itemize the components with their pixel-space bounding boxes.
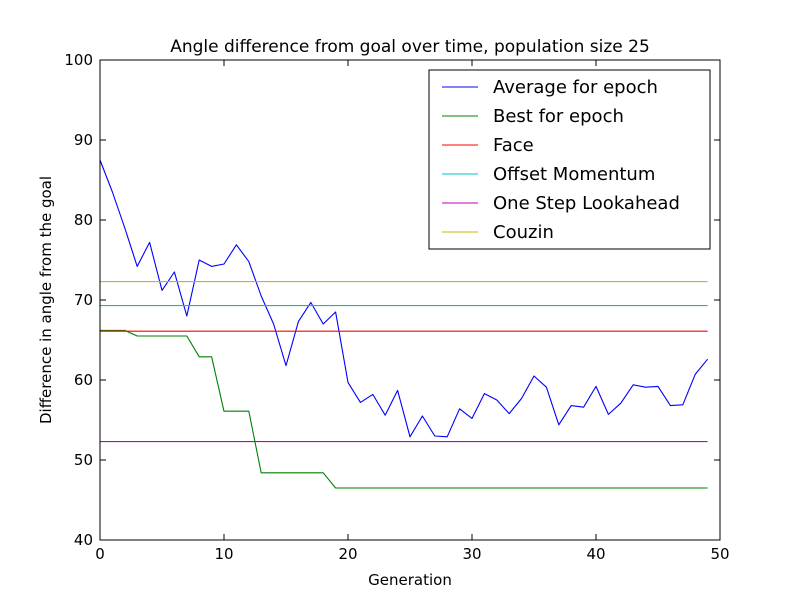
y-tick-label: 90 [74, 131, 93, 149]
x-tick-label: 10 [214, 545, 233, 563]
ticks-layer: 0 10 20 30 40 50 40 50 60 70 80 90 100 [64, 51, 729, 563]
series-layer [99, 159, 709, 489]
y-tick-label: 100 [64, 51, 93, 69]
x-tick-label: 30 [462, 545, 481, 563]
legend-items: Average for epoch Best for epoch Face Offse… [442, 77, 680, 243]
y-tick-label: 40 [74, 531, 93, 549]
legend-box [428, 69, 711, 250]
legend-label-face: Face [493, 135, 534, 156]
y-tick-label: 80 [74, 211, 93, 229]
y-tick-label: 70 [74, 291, 93, 309]
y-tick-label: 60 [74, 371, 93, 389]
legend-label-one-step-lookahead: One Step Lookahead [493, 193, 680, 214]
legend: Average for epoch Best for epoch Face Offse… [428, 69, 711, 250]
y-axis-title: Difference in angle from the goal [37, 176, 55, 424]
chart-title: Angle difference from goal over time, po… [170, 37, 650, 57]
legend-label-couzin: Couzin [493, 222, 554, 243]
x-tick-label: 0 [95, 545, 105, 563]
x-tick-label: 50 [710, 545, 729, 563]
legend-label-offset-momentum: Offset Momentum [493, 164, 655, 185]
y-tick-label: 50 [74, 451, 93, 469]
x-tick-label: 20 [338, 545, 357, 563]
series-line-best-for-epoch [100, 329, 708, 489]
legend-label-best-for-epoch: Best for epoch [493, 106, 624, 127]
series-line-average-for-epoch [99, 159, 709, 438]
legend-label-average-for-epoch: Average for epoch [493, 77, 658, 98]
x-tick-label: 40 [586, 545, 605, 563]
x-axis-title: Generation [368, 571, 452, 589]
